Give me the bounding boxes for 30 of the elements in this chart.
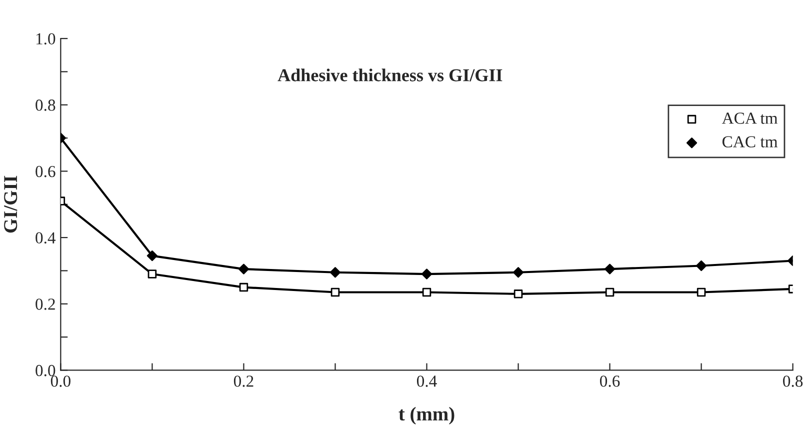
y-tick-label: 0.2 bbox=[36, 298, 55, 310]
x-tick-label: 0.2 bbox=[234, 376, 254, 387]
point bbox=[604, 264, 616, 274]
text: Adhesive thickness vs GI/GII bbox=[278, 68, 502, 82]
y-tick-label: 0.0 bbox=[36, 364, 56, 376]
point bbox=[514, 290, 523, 298]
point bbox=[330, 288, 340, 297]
x-tick-label: 0.0 bbox=[50, 376, 70, 387]
x-tick-label: 0.6 bbox=[600, 376, 620, 387]
x-tick-label: 0.4 bbox=[416, 376, 437, 387]
point bbox=[696, 260, 707, 272]
point bbox=[421, 268, 432, 280]
legend-label: CAC tm bbox=[722, 136, 778, 148]
x-axis-title: t (mm) bbox=[398, 406, 454, 424]
point bbox=[605, 288, 614, 297]
point bbox=[422, 288, 432, 297]
point bbox=[238, 264, 250, 274]
point bbox=[512, 267, 524, 278]
legend-label: ACA tm bbox=[722, 112, 778, 124]
point bbox=[330, 267, 341, 278]
y-tick-label: 1.0 bbox=[36, 33, 56, 45]
x-tick-label: 0.8 bbox=[783, 376, 803, 387]
point bbox=[239, 282, 248, 292]
y-axis-title: GI/GII bbox=[4, 176, 18, 233]
y-tick-label: 0.6 bbox=[36, 166, 56, 178]
point bbox=[696, 288, 706, 297]
point bbox=[148, 270, 157, 278]
point bbox=[146, 250, 158, 262]
y-tick-label: 0.8 bbox=[36, 100, 56, 111]
y-tick-label: 0.4 bbox=[36, 232, 56, 244]
